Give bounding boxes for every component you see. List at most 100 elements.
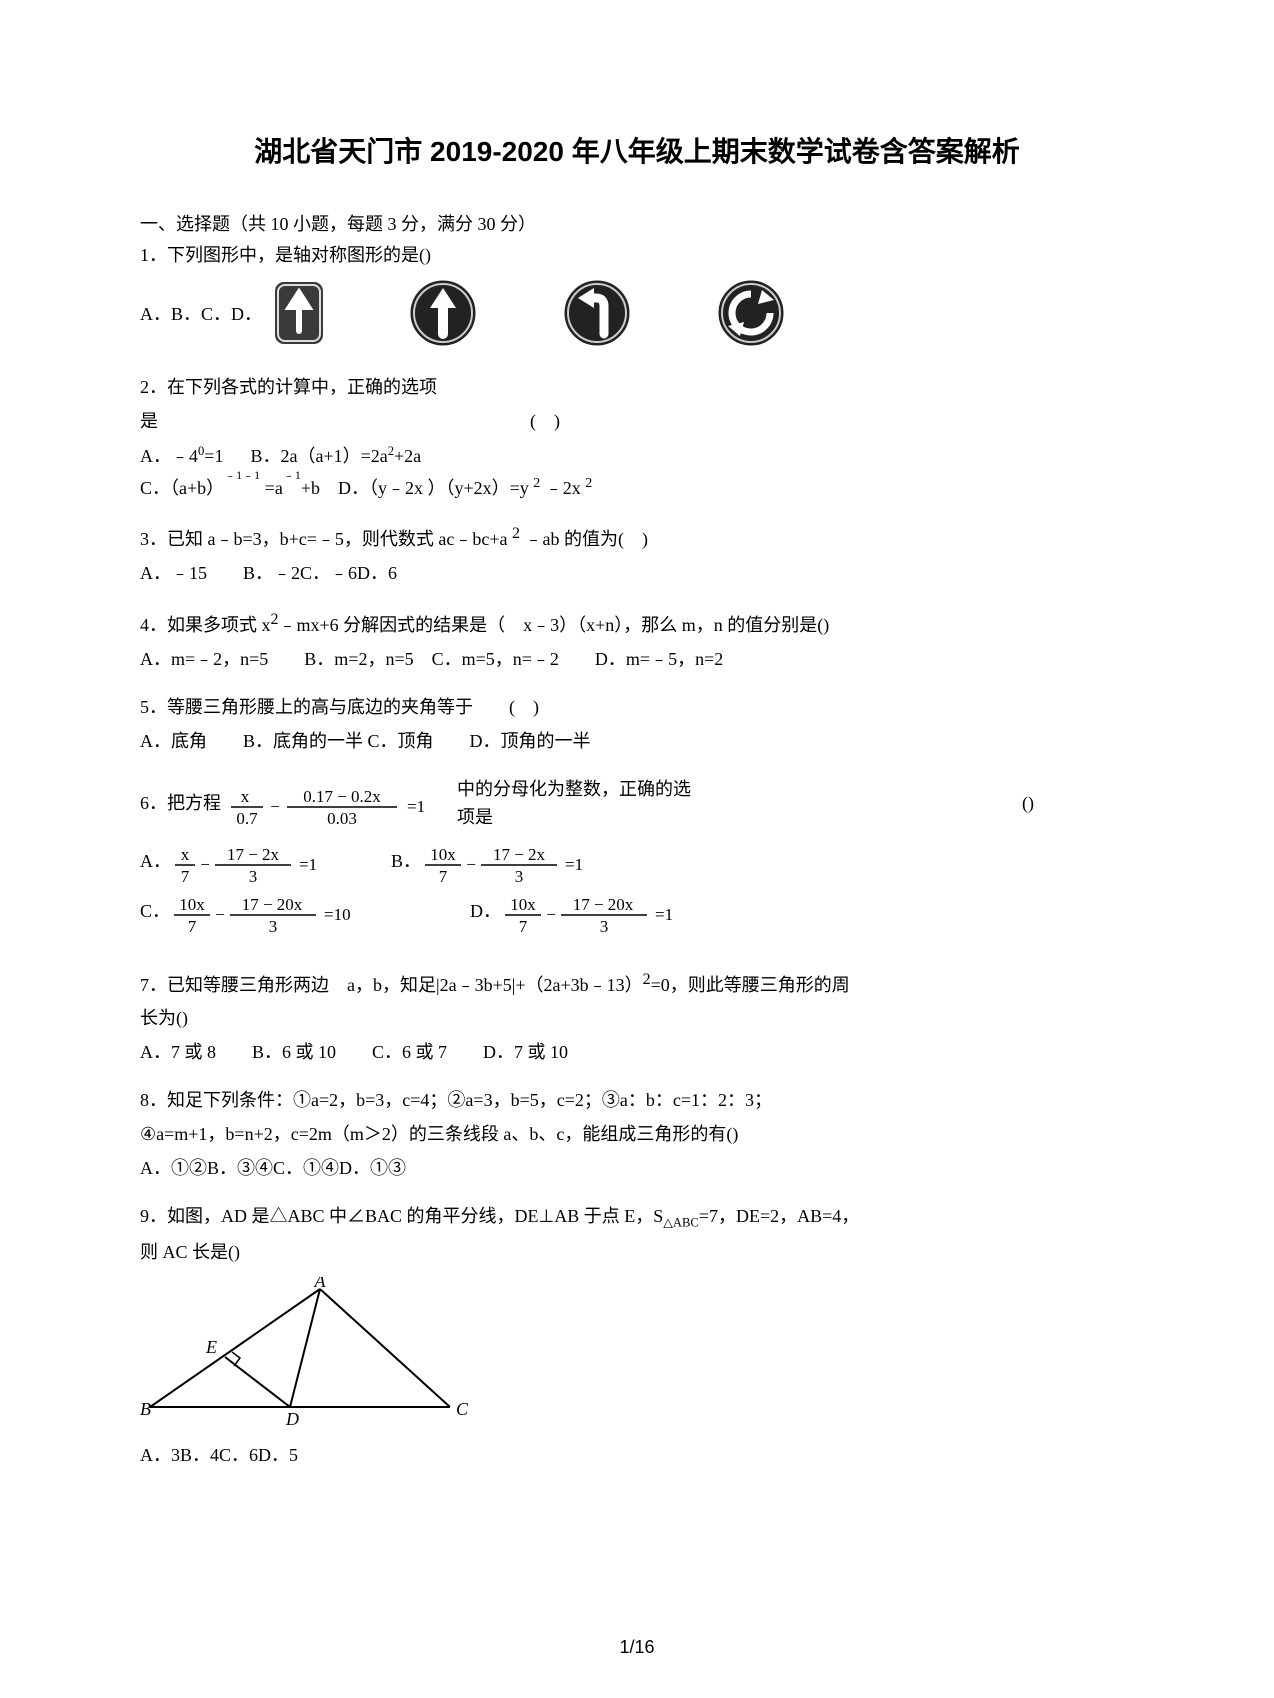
q9-triangle-figure: A B C D E xyxy=(140,1277,480,1427)
svg-text:x: x xyxy=(241,787,250,806)
q2-optC-mid: =a xyxy=(265,478,283,498)
question-7: 7．已知等腰三角形两边 a，b，知足|2a﹣3b+5|+（2a+3b﹣13）2=… xyxy=(140,968,1134,1068)
q9-opts: A．3B．4C．6D．5 xyxy=(140,1442,1134,1470)
svg-text:E: E xyxy=(205,1337,217,1357)
q2-optA-suf: =1 xyxy=(204,446,223,466)
q2-optB-suf: +2a xyxy=(394,446,421,466)
q6-eqB: 10x 7 − 17 − 2x 3 =1 xyxy=(421,842,611,888)
q4-pre: 4．如果多项式 x xyxy=(140,615,271,635)
section-header: 一、选择题（共 10 小题，每题 3 分，满分 30 分） xyxy=(140,210,1134,236)
q7-suf: =0，则此等腰三角形的周 xyxy=(651,975,850,995)
q2-expn1b: ﹣1﹣1 xyxy=(224,468,260,482)
q9-suf: =7，DE=2，AB=4， xyxy=(699,1206,859,1226)
question-2: 2．在下列各式的计算中，正确的选项 是 ( ) A．﹣40=1 B．2a（a+1… xyxy=(140,374,1134,503)
svg-text:17 − 20x: 17 − 20x xyxy=(242,895,303,914)
svg-text:=1: =1 xyxy=(655,905,673,924)
question-4: 4．如果多项式 x2﹣mx+6 分解因式的结果是（ x﹣3）（x+n），那么 m… xyxy=(140,608,1134,674)
question-3: 3．已知 a﹣b=3，b+c=﹣5，则代数式 ac﹣bc+a 2 ﹣ab 的值为… xyxy=(140,522,1134,588)
svg-text:3: 3 xyxy=(269,917,278,936)
q1-text: 1．下列图形中，是轴对称图形的是() xyxy=(140,242,1134,270)
q2-expn1: ﹣1 xyxy=(283,468,301,482)
q4-exp: 2 xyxy=(271,611,279,628)
svg-text:0.7: 0.7 xyxy=(236,809,258,828)
q6-optA: A． xyxy=(140,848,171,876)
question-5: 5．等腰三角形腰上的高与底边的夹角等于 ( ) A．底角 B．底角的一半 C．顶… xyxy=(140,694,1134,756)
q8-line1: 8．知足下列条件：①a=2，b=3，c=4；②a=3，b=5，c=2；③a：b：… xyxy=(140,1087,1134,1115)
svg-text:−: − xyxy=(270,797,280,816)
q6-eqC: 10x 7 − 17 − 20x 3 =10 xyxy=(170,892,380,938)
q3-suf: ﹣ab 的值为( ) xyxy=(525,529,648,549)
q9-sub: △ABC xyxy=(663,1216,699,1230)
svg-text:0.03: 0.03 xyxy=(327,809,357,828)
svg-text:A: A xyxy=(314,1277,327,1291)
svg-text:−: − xyxy=(546,905,556,924)
svg-text:10x: 10x xyxy=(179,895,205,914)
svg-text:3: 3 xyxy=(515,867,524,886)
q2-optA-pre: A．﹣4 xyxy=(140,446,198,466)
q2-exp2b: 2 xyxy=(533,476,540,491)
q2-optB-pre: B．2a（a+1）=2a xyxy=(250,446,387,466)
q2-optC-pre: C．（a+b） xyxy=(140,478,224,498)
q1-opt-labels: A．B．C．D． xyxy=(140,300,262,326)
q6-eqA: x 7 − 17 − 2x 3 =1 xyxy=(171,842,341,888)
svg-text:3: 3 xyxy=(249,867,258,886)
svg-text:=1: =1 xyxy=(407,797,425,816)
svg-text:=10: =10 xyxy=(324,905,351,924)
q2-line2: 是 xyxy=(140,408,158,436)
q7-exp: 2 xyxy=(643,971,651,988)
q7-opts: A．7 或 8 B．6 或 10 C．6 或 7 D．7 或 10 xyxy=(140,1039,1134,1067)
q6-optB: B． xyxy=(391,848,421,876)
svg-text:3: 3 xyxy=(600,917,609,936)
q2-exp2c: 2 xyxy=(585,476,592,491)
q6-mid2: 项是 xyxy=(457,807,493,827)
q2-optD-mid: ﹣2x xyxy=(545,478,581,498)
question-6: 6．把方程 x 0.7 − 0.17 − 0.2x 0.03 =1 中的分母化为… xyxy=(140,776,1134,938)
svg-text:−: − xyxy=(215,905,225,924)
q5-opts: A．底角 B．底角的一半 C．顶角 D．顶角的一半 xyxy=(140,728,1134,756)
question-8: 8．知足下列条件：①a=2，b=3，c=4；②a=3，b=5，c=2；③a：b：… xyxy=(140,1087,1134,1183)
q8-opts: A．①②B．③④C．①④D．①③ xyxy=(140,1155,1134,1183)
svg-text:B: B xyxy=(140,1399,151,1419)
svg-text:7: 7 xyxy=(439,867,448,886)
svg-text:0.17 − 0.2x: 0.17 − 0.2x xyxy=(303,787,381,806)
q2-paren: ( ) xyxy=(530,408,560,436)
question-1: 1．下列图形中，是轴对称图形的是() A．B．C．D． xyxy=(140,242,1134,350)
q8-line2: ④a=m+1，b=n+2，c=2m（m＞2）的三条线段 a、b、c，能组成三角形… xyxy=(140,1121,1134,1149)
q6-mid: 中的分母化为整数，正确的选 xyxy=(457,779,691,799)
q6-optD: D． xyxy=(470,898,501,926)
q7-pre: 7．已知等腰三角形两边 a，b，知足|2a﹣3b+5|+（2a+3b﹣13） xyxy=(140,975,643,995)
sign-straight-icon xyxy=(272,279,326,347)
svg-text:=1: =1 xyxy=(565,855,583,874)
q2-line1: 2．在下列各式的计算中，正确的选项 xyxy=(140,374,1134,402)
q9-line2: 则 AC 长是() xyxy=(140,1239,1134,1267)
page-number: 1/16 xyxy=(0,1637,1274,1658)
svg-text:10x: 10x xyxy=(510,895,536,914)
svg-text:D: D xyxy=(285,1409,299,1427)
q3-opts: A．﹣15 B．﹣2C．﹣6D．6 xyxy=(140,560,1134,588)
q2-optC-mid2: +b xyxy=(301,478,320,498)
q6-eqD: 10x 7 − 17 − 20x 3 =1 xyxy=(501,892,701,938)
q6-paren: () xyxy=(1022,790,1034,818)
svg-text:17 − 2x: 17 − 2x xyxy=(227,845,280,864)
q3-exp: 2 xyxy=(512,525,520,542)
svg-text:7: 7 xyxy=(519,917,528,936)
q6-main-eq: x 0.7 − 0.17 − 0.2x 0.03 =1 xyxy=(227,784,457,830)
svg-text:7: 7 xyxy=(181,867,190,886)
sign-roundabout-icon xyxy=(714,276,788,350)
svg-text:10x: 10x xyxy=(430,845,456,864)
q3-pre: 3．已知 a﹣b=3，b+c=﹣5，则代数式 ac﹣bc+a xyxy=(140,529,508,549)
q7-line2: 长为() xyxy=(140,1005,1134,1033)
q5-text: 5．等腰三角形腰上的高与底边的夹角等于 ( ) xyxy=(140,694,1134,722)
q2-optD-pre: D．（y﹣2x ）（y+2x）=y xyxy=(338,478,529,498)
svg-text:17 − 20x: 17 − 20x xyxy=(573,895,634,914)
page-title: 湖北省天门市 2019-2020 年八年级上期末数学试卷含答案解析 xyxy=(140,130,1134,170)
q4-suf: ﹣mx+6 分解因式的结果是（ x﹣3）（x+n），那么 m，n 的值分别是() xyxy=(279,615,830,635)
q4-opts: A．m=﹣2，n=5 B．m=2，n=5 C．m=5，n=﹣2 D．m=﹣5，n… xyxy=(140,646,1134,674)
q6-pre: 6．把方程 xyxy=(140,790,221,818)
sign-left-turn-icon xyxy=(560,276,634,350)
svg-text:=1: =1 xyxy=(299,855,317,874)
svg-text:x: x xyxy=(181,845,190,864)
q9-pre: 9．如图，AD 是△ABC 中∠BAC 的角平分线，DE⊥AB 于点 E，S xyxy=(140,1206,663,1226)
svg-text:17 − 2x: 17 − 2x xyxy=(493,845,546,864)
svg-text:−: − xyxy=(466,855,476,874)
